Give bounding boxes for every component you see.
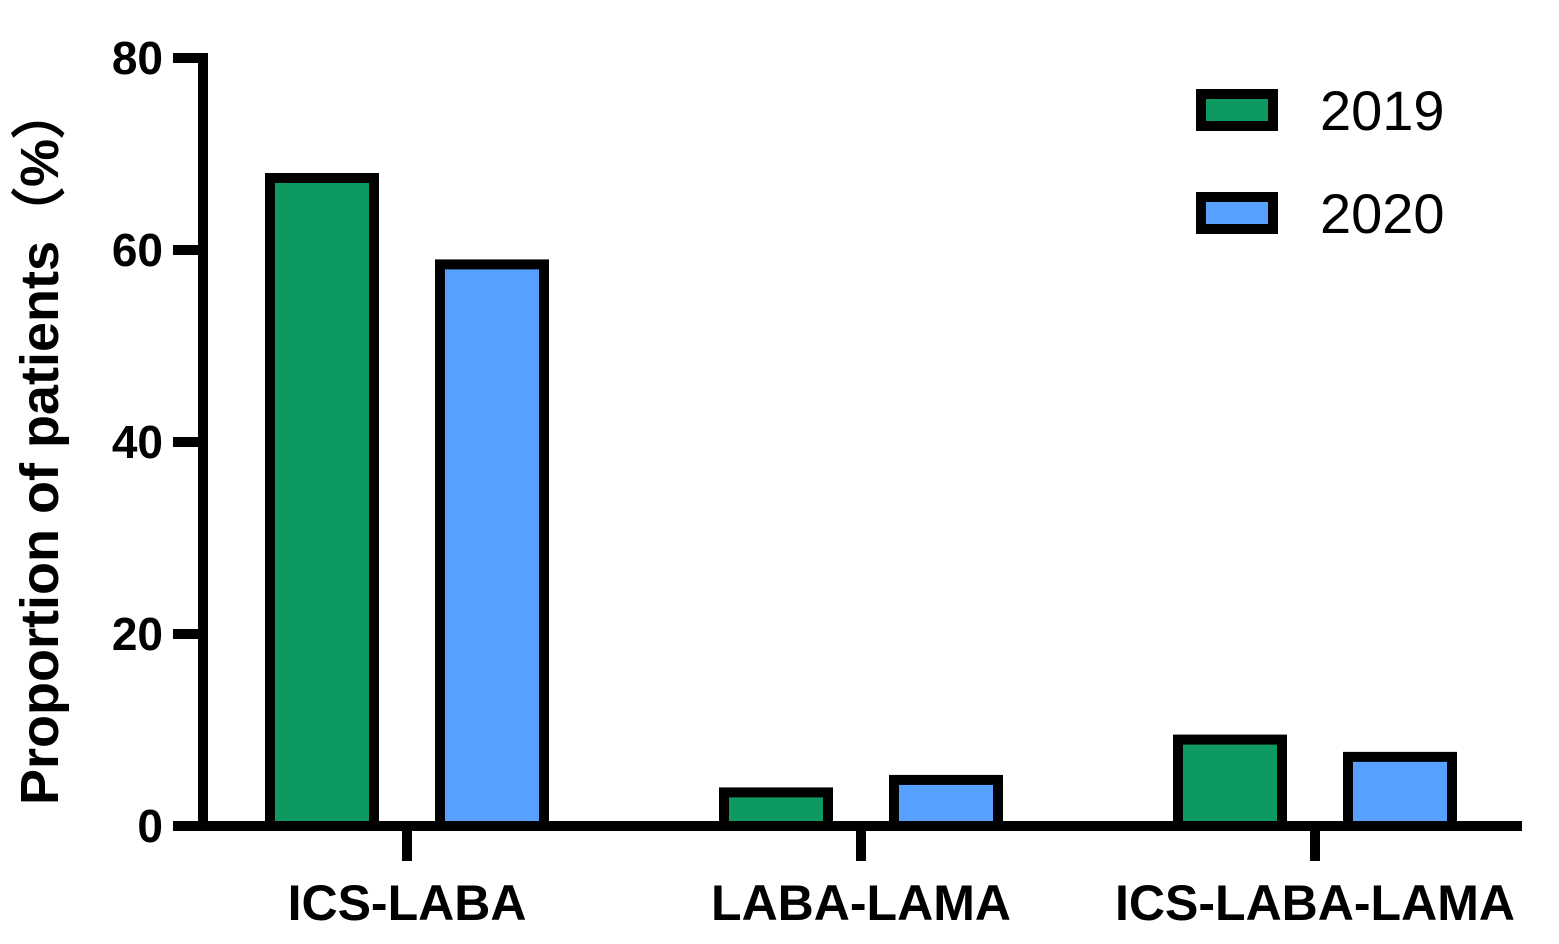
y-tick-label: 20 <box>112 608 163 660</box>
x-axis-categories: ICS-LABA LABA-LAMA ICS-LABA-LAMA <box>288 826 1515 931</box>
y-tick-label: 80 <box>112 32 163 84</box>
bar-laba-lama-2020 <box>889 774 1003 831</box>
legend-swatch-2020 <box>1196 192 1278 234</box>
axes <box>198 53 1522 831</box>
bar-ics-laba-lama-2020 <box>1343 751 1457 832</box>
category-label: LABA-LAMA <box>711 875 1011 931</box>
y-axis-title: Proportion of patients（%） <box>10 85 70 805</box>
category-label: ICS-LABA <box>288 875 527 931</box>
bars <box>265 173 1457 832</box>
legend-swatch-2019 <box>1196 89 1278 131</box>
y-axis-ticks: 0 20 40 60 80 <box>112 32 203 852</box>
bar-ics-laba-2019 <box>265 173 379 831</box>
y-tick-label: 60 <box>112 224 163 276</box>
category-label: ICS-LABA-LAMA <box>1115 875 1515 931</box>
legend: 2019 2020 <box>1196 79 1445 245</box>
bar-ics-laba-lama-2019 <box>1173 734 1287 831</box>
legend-label-2019: 2019 <box>1320 79 1445 142</box>
y-tick-label: 0 <box>137 800 163 852</box>
bar-ics-laba-2020 <box>435 259 549 831</box>
legend-label-2020: 2020 <box>1320 182 1445 245</box>
bar-laba-lama-2019 <box>719 787 833 832</box>
y-tick-label: 40 <box>112 416 163 468</box>
